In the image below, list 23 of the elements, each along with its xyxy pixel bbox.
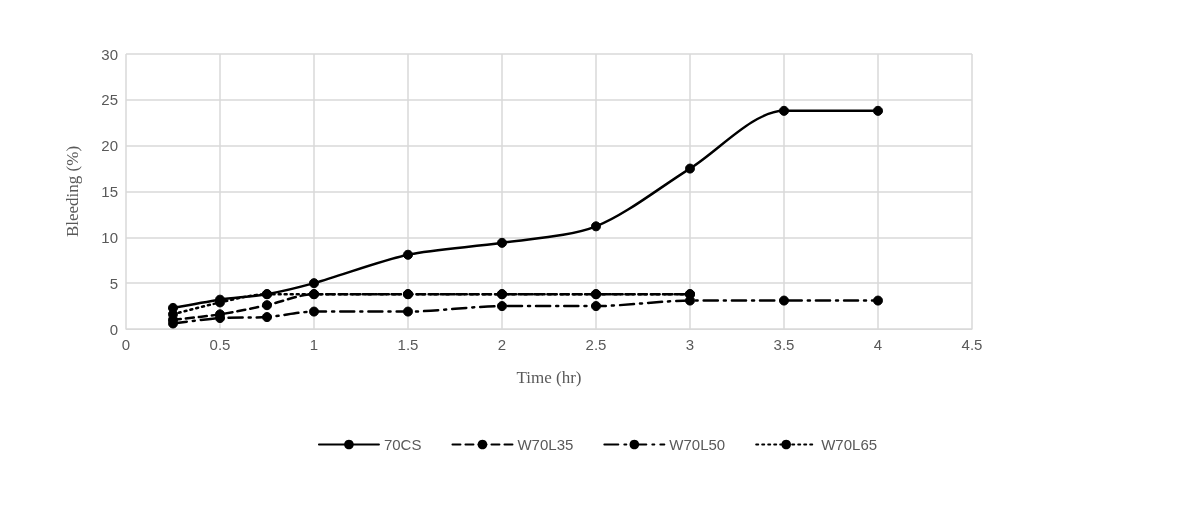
y-tick-label: 25	[101, 91, 118, 109]
legend-label: W70L35	[517, 436, 574, 453]
legend-label: W70L65	[821, 436, 878, 453]
x-tick-label: 0	[121, 336, 131, 353]
x-tick-label: 2.5	[585, 336, 607, 353]
x-tick-label: 0.5	[209, 336, 231, 353]
y-tick-label: 15	[101, 183, 118, 200]
legend-label: 70CS	[383, 436, 422, 453]
x-tick-label: 4.5	[961, 336, 983, 353]
x-tick-label: 1	[309, 336, 319, 353]
x-tick-label: 4	[873, 336, 883, 353]
legend-label: W70L50	[669, 436, 726, 453]
x-axis-title: Time (hr)	[516, 368, 582, 387]
x-tick-label: 3	[685, 336, 695, 353]
y-tick-label: 0	[109, 320, 118, 338]
y-tick-label: 30	[101, 45, 118, 63]
y-axis-title: Bleeding (%)	[63, 145, 82, 238]
x-tick-label: 3.5	[773, 336, 795, 353]
y-tick-label: 20	[101, 137, 118, 155]
y-tick-label: 5	[109, 274, 118, 292]
x-tick-label: 2	[497, 336, 507, 353]
x-tick-label: 1.5	[397, 336, 419, 353]
y-tick-label: 10	[101, 228, 118, 246]
